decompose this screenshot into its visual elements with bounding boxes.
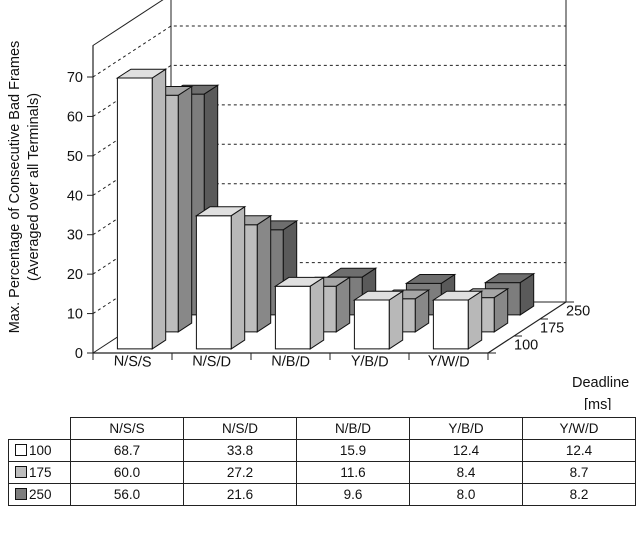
y-tick-label: 30 — [67, 228, 83, 244]
table-cell: 27.2 — [183, 461, 297, 484]
bar-front — [353, 299, 390, 350]
x-tick-label: N/B/D — [271, 353, 310, 370]
table-cell: 56.0 — [70, 483, 184, 506]
depth-tick-label: 175 — [540, 321, 564, 337]
table-cell: 9.6 — [296, 483, 410, 506]
bar-top — [483, 273, 536, 284]
bar-side — [177, 85, 193, 333]
y-tick-label: 10 — [67, 307, 83, 323]
bar-side — [388, 290, 404, 350]
bar-100-N/B/D — [273, 276, 326, 350]
y-tick-label: 40 — [67, 188, 83, 204]
series-label: 250 — [29, 487, 52, 502]
data-table: N/S/S N/S/D N/B/D Y/B/D Y/W/D 100 68.7 3… — [8, 417, 636, 506]
legend-swatch — [15, 488, 27, 500]
table-row: 175 60.0 27.2 11.6 8.4 8.7 — [8, 461, 636, 484]
table-row: 100 68.7 33.8 15.9 12.4 12.4 — [8, 439, 636, 462]
x-tick-label: N/S/S — [113, 353, 151, 370]
table-row-label: 250 — [8, 483, 71, 506]
table-cell: 8.2 — [522, 483, 636, 506]
series-label: 100 — [29, 443, 52, 458]
series-label: 175 — [29, 465, 52, 480]
y-axis-title: Max. Percentage of Consecutive Bad Frame… — [7, 41, 23, 334]
grid-line — [92, 25, 566, 78]
table-header-cell: N/B/D — [296, 417, 410, 440]
y-tick-label: 60 — [67, 109, 83, 125]
bar-100-N/S/S — [115, 68, 168, 350]
bar-top — [431, 290, 484, 301]
table-cell: 12.4 — [409, 439, 523, 462]
table-header-cell: N/S/D — [183, 417, 297, 440]
table-header-row: N/S/S N/S/D N/B/D Y/B/D Y/W/D — [8, 417, 636, 440]
bar-side — [230, 205, 246, 350]
bar-side — [467, 290, 483, 350]
bar-side — [309, 276, 325, 350]
table-cell: 21.6 — [183, 483, 297, 506]
x-tick-label: N/S/D — [192, 353, 231, 370]
table-header-cell: N/S/S — [70, 417, 184, 440]
bar-top — [404, 274, 457, 284]
table-cell: 12.4 — [522, 439, 636, 462]
table-row-label: 175 — [8, 461, 71, 484]
bar-side — [151, 68, 167, 350]
table-row-label: 100 — [8, 439, 71, 462]
y-tick-label: 0 — [75, 346, 83, 362]
legend-swatch — [15, 444, 27, 456]
bar-top — [273, 276, 326, 287]
legend-swatch — [15, 466, 27, 478]
bar-top — [194, 206, 247, 217]
table-header-cell: Y/W/D — [522, 417, 636, 440]
y-tick-label: 50 — [67, 149, 83, 165]
table-cell: 11.6 — [296, 461, 410, 484]
bar-front — [432, 299, 469, 350]
depth-tick-label: 250 — [566, 304, 590, 320]
y-tick-label: 70 — [67, 70, 83, 86]
bar-front — [116, 77, 153, 350]
x-tick-label: Y/W/D — [427, 353, 469, 370]
table-cell: 8.4 — [409, 461, 523, 484]
x-tick-label: Y/B/D — [350, 353, 388, 370]
bar-front — [195, 215, 232, 350]
axis-labels: Max. Percentage of Consecutive Bad Frame… — [7, 41, 629, 410]
bar-100-N/S/D — [194, 205, 247, 350]
table-cell: 68.7 — [70, 439, 184, 462]
table-header-cell: Y/B/D — [409, 417, 523, 440]
y-tick-label: 20 — [67, 267, 83, 283]
bar-front — [274, 285, 311, 350]
depth-tick-label: 100 — [514, 338, 538, 354]
table-cell: 60.0 — [70, 461, 184, 484]
depth-axis-unit: [ms] — [584, 397, 611, 410]
table-row: 250 56.0 21.6 9.6 8.0 8.2 — [8, 483, 636, 506]
bar-side — [335, 276, 351, 333]
table-cell: 8.0 — [409, 483, 523, 506]
bar-100-Y/B/D — [352, 290, 405, 350]
bar-top — [352, 290, 405, 301]
axes: 0 10 20 30 40 50 60 70 N/S/S N/S/D N/B/D Y/B/D Y/W/D… — [67, 45, 590, 371]
bar-side — [256, 214, 272, 333]
bar-chart-3d: 0 10 20 30 40 50 60 70 N/S/S N/S/D N/B/D Y/B/D Y/W/D… — [7, 0, 629, 410]
bars — [115, 68, 536, 350]
table-cell: 15.9 — [296, 439, 410, 462]
table-corner — [8, 417, 71, 440]
y-axis-subtitle: (Averaged over all Terminals) — [26, 93, 42, 281]
bar-top — [115, 68, 168, 79]
depth-axis-line — [487, 301, 567, 354]
table-cell: 33.8 — [183, 439, 297, 462]
bar-100-Y/W/D — [431, 290, 484, 350]
table-cell: 8.7 — [522, 461, 636, 484]
depth-axis-title: Deadline — [572, 375, 629, 391]
